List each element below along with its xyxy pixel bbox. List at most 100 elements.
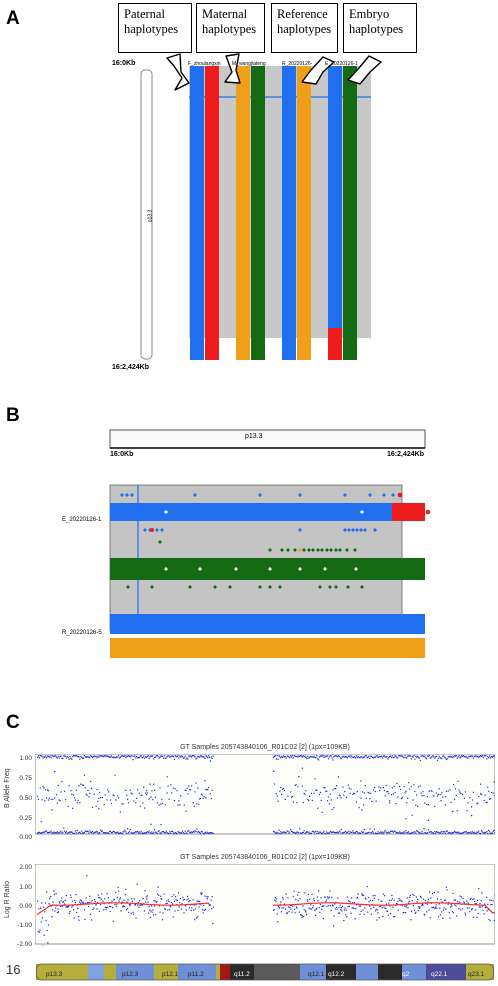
baf-point <box>199 797 202 800</box>
lrr-point <box>203 904 205 906</box>
lrr-point <box>424 914 426 916</box>
panel-c-label: C <box>6 712 20 733</box>
baf-point <box>340 758 342 760</box>
baf-point <box>50 798 52 800</box>
baf-point <box>379 789 381 792</box>
baf-point <box>477 802 479 804</box>
baf-point <box>279 756 281 758</box>
baf-point <box>388 792 390 795</box>
lrr-point <box>304 910 306 912</box>
baf-point <box>273 783 276 785</box>
baf-point <box>437 831 439 833</box>
baf-point <box>282 755 285 757</box>
baf-point <box>332 789 334 791</box>
baf-point <box>456 832 458 834</box>
embryo-callout-text: Embryo haplotypes <box>349 7 404 36</box>
snp-dot <box>316 548 320 552</box>
baf-point <box>168 798 170 800</box>
baf-point <box>322 755 324 757</box>
baf-point <box>56 831 58 833</box>
ideogram-band-segment <box>104 964 116 980</box>
baf-point <box>375 755 377 757</box>
baf-point <box>275 758 277 760</box>
baf-point <box>136 755 138 758</box>
lrr-point <box>473 898 475 900</box>
baf-point <box>138 757 140 759</box>
baf-point <box>433 756 435 758</box>
baf-point <box>136 757 139 759</box>
baf-point <box>380 787 382 789</box>
baf-point <box>420 755 422 757</box>
baf-point <box>186 832 188 834</box>
baf-point <box>445 758 447 761</box>
lrr-point <box>66 906 68 908</box>
baf-point <box>354 757 357 759</box>
lrr-point <box>480 906 482 908</box>
baf-point <box>105 832 107 834</box>
baf-point <box>298 755 300 757</box>
baf-point <box>387 832 389 834</box>
baf-point <box>199 756 201 758</box>
baf-point <box>153 832 155 834</box>
baf-point <box>139 832 141 834</box>
baf-point <box>207 789 209 791</box>
baf-point <box>301 756 303 758</box>
lrr-point <box>161 919 163 921</box>
lrr-point <box>376 919 378 921</box>
baf-point <box>184 789 186 791</box>
baf-point <box>479 832 481 834</box>
lrr-tick-3: 0.00 <box>19 903 32 910</box>
lrr-point <box>288 911 290 913</box>
lrr-point <box>299 898 301 900</box>
lrr-point <box>282 898 284 900</box>
lrr-point <box>290 908 292 910</box>
lrr-point <box>407 907 409 909</box>
reference-callout: Reference haplotypes <box>271 3 338 53</box>
baf-point <box>354 832 356 834</box>
baf-point <box>183 832 185 835</box>
baf-point <box>103 755 105 757</box>
snp-dot <box>351 528 355 532</box>
baf-point <box>297 786 299 788</box>
baf-point <box>46 797 48 799</box>
lrr-point <box>424 899 426 902</box>
baf-point <box>107 755 109 757</box>
lrr-point <box>107 906 109 908</box>
baf-point <box>74 830 76 832</box>
baf-point <box>129 829 131 831</box>
baf-point <box>370 832 372 834</box>
baf-point <box>192 755 194 757</box>
paternal-haplotype-1 <box>190 66 204 360</box>
snp-dot <box>425 509 431 515</box>
baf-point <box>92 755 94 758</box>
baf-point <box>304 755 306 757</box>
ideogram-band-segment <box>116 964 154 980</box>
baf-point <box>338 755 340 757</box>
baf-point <box>162 830 164 833</box>
lrr-point <box>193 904 195 906</box>
lrr-point <box>490 904 492 906</box>
baf-point <box>178 757 180 759</box>
baf-point <box>459 757 461 759</box>
lrr-point <box>494 894 495 896</box>
lrr-point <box>423 898 425 900</box>
ideogram-band-label: p12.1 <box>162 971 179 978</box>
baf-point <box>348 755 350 757</box>
lrr-point <box>171 895 173 898</box>
baf-point <box>347 784 349 786</box>
ideogram-band-segment <box>154 964 178 980</box>
baf-point <box>381 755 383 757</box>
baf-point <box>469 797 471 799</box>
lrr-point <box>421 903 423 905</box>
lrr-point <box>99 897 101 899</box>
lrr-point <box>470 897 472 899</box>
baf-point <box>457 780 459 782</box>
baf-point <box>363 756 366 758</box>
baf-point <box>61 780 63 783</box>
baf-point <box>205 797 207 799</box>
baf-point <box>440 757 442 759</box>
lrr-point <box>80 902 82 904</box>
baf-point <box>78 831 80 834</box>
baf-point <box>307 831 309 833</box>
baf-point <box>295 784 297 786</box>
